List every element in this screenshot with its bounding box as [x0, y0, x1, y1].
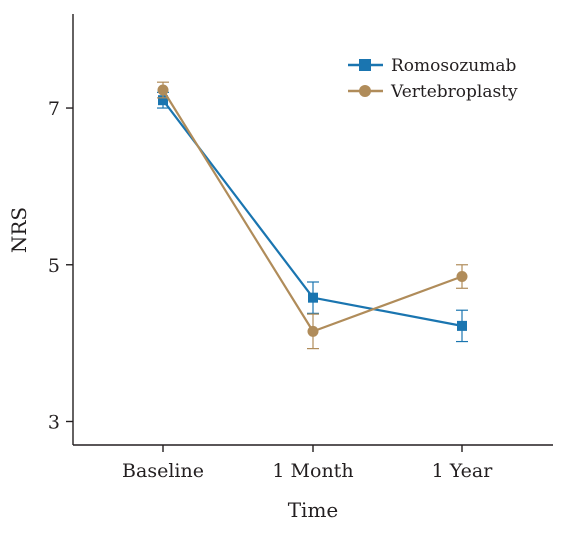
data-point	[308, 292, 318, 303]
legend-label: Vertebroplasty	[390, 82, 518, 102]
y-axis-label: NRS	[7, 207, 31, 253]
x-axis-label: Time	[288, 498, 339, 522]
y-ticks: 3 5 7	[48, 98, 73, 433]
data-point	[157, 84, 169, 96]
data-point	[456, 271, 468, 283]
axes	[72, 14, 553, 446]
x-ticks: Baseline 1 Month 1 Year	[122, 445, 493, 482]
x-tick-label: 1 Year	[432, 460, 494, 482]
series-romosozumab	[157, 91, 468, 343]
y-tick-label: 7	[48, 98, 60, 120]
data-point	[307, 325, 319, 337]
data-point	[158, 95, 168, 106]
series-vertebroplasty	[157, 81, 468, 350]
legend-marker	[359, 59, 371, 71]
x-tick-label: 1 Month	[272, 460, 353, 482]
legend-label: Romosozumab	[391, 56, 517, 76]
legend-marker	[359, 85, 371, 97]
data-point	[457, 320, 467, 331]
legend-item: Romosozumab	[348, 56, 517, 76]
series-layer	[157, 81, 468, 350]
legend-item: Vertebroplasty	[348, 82, 518, 102]
legend: Romosozumab Vertebroplasty	[348, 56, 518, 102]
y-tick-label: 3	[48, 411, 60, 433]
y-tick-label: 5	[48, 255, 60, 277]
x-tick-label: Baseline	[122, 460, 204, 482]
